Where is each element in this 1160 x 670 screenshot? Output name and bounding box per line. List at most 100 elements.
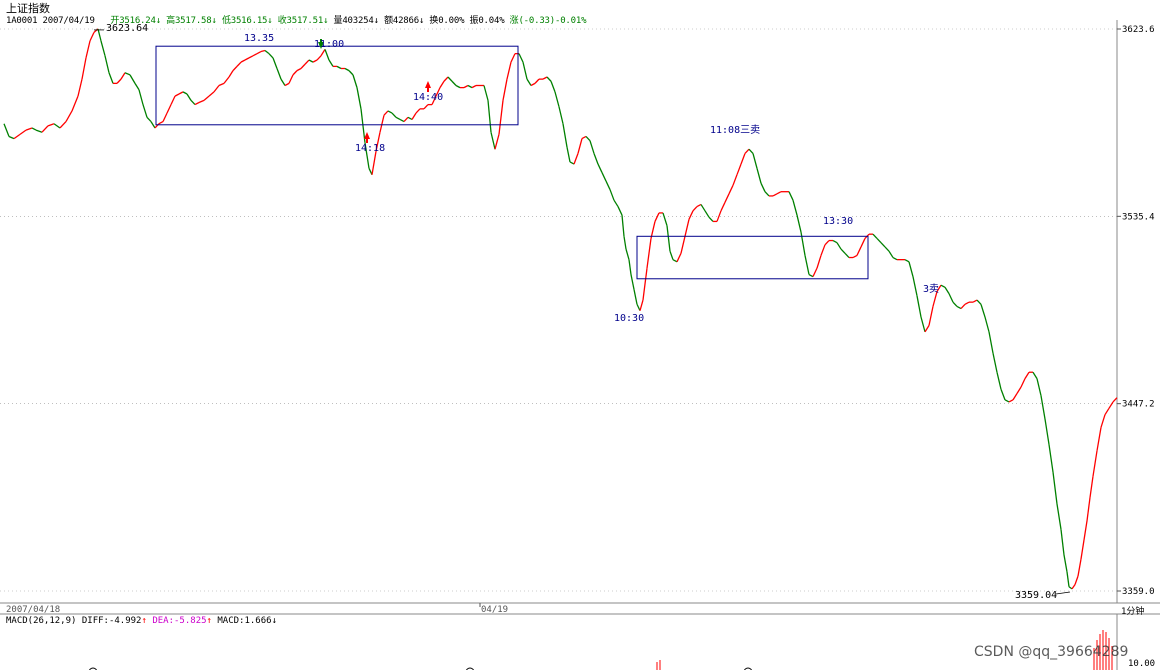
- price-segment: [764, 191, 770, 197]
- price-segment: [688, 210, 694, 220]
- price-segment: [984, 316, 990, 333]
- price-segment: [379, 115, 385, 133]
- price-segment: [59, 121, 67, 129]
- up-marker-icon: [364, 132, 370, 139]
- price-segment: [1077, 559, 1082, 577]
- macd-histogram: [88, 630, 1113, 670]
- price-segment: [248, 55, 254, 59]
- price-segment: [956, 305, 962, 310]
- annotation-box: [636, 235, 869, 280]
- price-segment: [704, 210, 710, 218]
- price-segment: [880, 242, 886, 248]
- dea-label: DEA:: [152, 616, 175, 626]
- price-segment: [716, 210, 722, 222]
- price-segment: [443, 76, 449, 82]
- price-segment: [908, 261, 914, 277]
- price-segment: [304, 59, 310, 65]
- price-segment: [692, 206, 698, 212]
- price-segment: [498, 100, 504, 135]
- price-segment: [876, 237, 882, 244]
- amplitude-label: 振: [469, 16, 479, 26]
- price-segment: [613, 199, 619, 207]
- price-segment: [944, 286, 950, 294]
- period-label[interactable]: 1分钟: [1121, 607, 1145, 617]
- turnover-label: 换: [429, 16, 439, 26]
- dea-value: -5.825: [174, 616, 207, 626]
- price-segment: [760, 182, 766, 192]
- price-segment: [53, 123, 61, 129]
- price-segment: [407, 116, 413, 121]
- price-segment: [748, 148, 754, 154]
- macd-value-label: MACD:: [217, 616, 245, 626]
- price-segment: [1000, 388, 1006, 401]
- price-segment: [116, 78, 122, 84]
- price-segment: [601, 172, 607, 182]
- price-segment: [672, 259, 678, 263]
- price-segment: [924, 325, 930, 333]
- down-arrow-icon: ↓: [211, 16, 217, 26]
- price-segment: [1008, 399, 1014, 403]
- price-segment: [534, 78, 540, 84]
- price-segment: [463, 84, 469, 89]
- price-segment: [162, 112, 168, 122]
- price-segment: [1083, 520, 1088, 541]
- price-segment: [646, 238, 652, 269]
- price-segment: [124, 72, 131, 76]
- price-segment: [593, 153, 599, 165]
- price-segment: [190, 99, 196, 106]
- price-segment: [403, 116, 409, 123]
- diff-label: DIFF:: [81, 616, 109, 626]
- price-segment: [260, 49, 266, 53]
- down-arrow-icon: ↓: [155, 16, 161, 26]
- price-segment: [724, 193, 730, 203]
- price-segment: [888, 250, 894, 258]
- price-segment: [642, 268, 648, 301]
- price-segment: [288, 74, 294, 84]
- price-segment: [852, 254, 858, 259]
- price-segment: [800, 231, 806, 256]
- price-segment: [1044, 418, 1050, 445]
- price-segment: [1100, 414, 1106, 428]
- open-value: 3516.24: [119, 16, 156, 26]
- price-segment: [546, 76, 552, 82]
- price-segment: [142, 104, 148, 118]
- price-segment: [669, 250, 674, 260]
- price-segment: [272, 57, 278, 69]
- annotation: 11:08三卖: [710, 124, 760, 136]
- price-segment: [256, 50, 262, 55]
- price-segment: [976, 299, 982, 305]
- annotation: 3卖: [923, 283, 939, 295]
- price-segment: [566, 146, 571, 163]
- price-segment: [399, 118, 405, 123]
- price-segment: [194, 101, 200, 106]
- x-axis-label: 04/19: [481, 605, 508, 615]
- price-segment: [232, 65, 238, 72]
- price-segment: [666, 225, 671, 252]
- markers: [318, 39, 431, 143]
- price-segment: [276, 68, 282, 80]
- price-segment: [146, 116, 152, 123]
- price-segment: [213, 85, 220, 93]
- x-axis-labels: 2007/04/18 04/19: [6, 603, 508, 615]
- price-segment: [808, 273, 814, 278]
- price-segment: [820, 244, 826, 256]
- high-value: 3517.58: [174, 16, 212, 26]
- price-segment: [654, 212, 660, 222]
- price-segment: [744, 148, 750, 154]
- price-segment: [708, 216, 714, 222]
- down-arrow-icon: ↓: [418, 16, 425, 26]
- price-segment: [228, 70, 234, 78]
- price-segment: [1104, 407, 1110, 416]
- price-segment: [352, 74, 358, 88]
- price-segment: [940, 284, 946, 288]
- low-leader-line: [1055, 591, 1071, 595]
- price-segment: [792, 200, 798, 216]
- price-segment: [451, 80, 457, 86]
- price-segment: [308, 59, 314, 63]
- price-segment: [1024, 371, 1030, 379]
- price-segment: [13, 133, 21, 140]
- up-arrow-icon: ↑: [141, 616, 147, 626]
- price-segment: [884, 246, 890, 252]
- price-segment: [639, 299, 644, 311]
